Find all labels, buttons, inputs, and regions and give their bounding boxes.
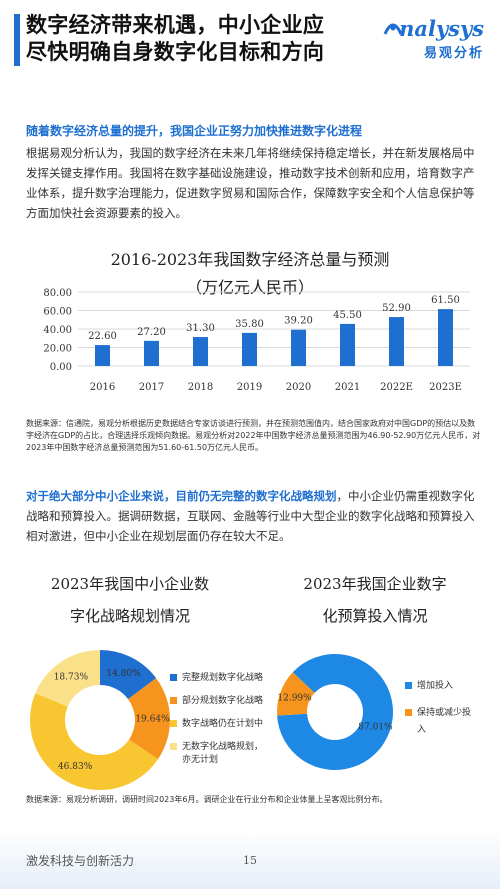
bar: [144, 340, 159, 366]
donut1-legend: 完整规划数字化战略 部分规划数字化战略 数字战略仍在计划中 无数字化战略规划， …: [170, 672, 263, 777]
bar: [291, 329, 306, 366]
x-tick-label: 2016: [90, 382, 115, 393]
legend-swatch: [170, 720, 177, 727]
y-tick-label: 60.00: [43, 307, 72, 318]
x-tick-label: 2021: [335, 382, 360, 393]
x-tick-label: 2023E: [429, 382, 462, 393]
page-title: 数字经济带来机遇，中小企业应 尽快明确自身数字化目标和方向: [26, 12, 386, 66]
donut2-chart: 87.01% 12.99%: [277, 654, 393, 770]
bar-value-label: 52.90: [382, 303, 411, 314]
x-tick-label: 2017: [139, 382, 164, 393]
y-tick-label: 20.00: [43, 344, 72, 355]
analysys-logo: nalysys 易观分析: [374, 14, 484, 61]
donut2-legend: 增加投入 保持或减少投 入: [405, 680, 471, 747]
legend-item-maintain: 保持或减少投: [405, 707, 471, 720]
donut1-title-line1: 2023年我国中小企业数: [50, 575, 210, 593]
donut-slice: [35, 650, 100, 707]
bar-chart-source: 数据来源：信通院，易观分析根据历史数据结合专家访谈进行预测，并在预测范围值内，结…: [26, 419, 481, 452]
bar-value-label: 22.60: [88, 331, 117, 342]
donut-value-label: 14.80%: [106, 669, 141, 679]
bar-value-label: 61.50: [431, 295, 460, 306]
donut1-chart: 14.80% 19.64% 46.83% 18.73%: [29, 650, 171, 790]
x-tick-label: 2019: [237, 382, 262, 393]
bar-value-label: 35.80: [235, 319, 264, 330]
bar: [193, 337, 208, 366]
donut1-title: 2023年我国中小企业数 字化战略规划情况: [20, 568, 240, 632]
bar: [242, 332, 257, 366]
legend-item-none: 无数字化战略规划，: [170, 741, 263, 754]
legend-swatch: [170, 743, 177, 750]
bar-chart: 0.00 20.00 40.00 60.00 80.00 22.60 2016 27.20 20…: [43, 288, 470, 393]
footer-slogan: 激发科技与创新活力: [26, 854, 135, 868]
donut-source: 数据来源：易观分析调研，调研时间2023年6月。调研企业在行业分布和企业体量上呈…: [26, 795, 388, 804]
donut-slice: [29, 693, 159, 790]
footer-background: [0, 829, 500, 889]
bar: [438, 309, 453, 366]
page-title-line2: 尽快明确自身数字化目标和方向: [26, 40, 325, 64]
donut-value-label: 18.73%: [54, 672, 89, 682]
legend-item-increase: 增加投入: [405, 680, 471, 693]
x-tick-label: 2020: [286, 382, 311, 393]
analysis-text: ，中小企业仍需重视数字化战略和预算投入。据调研数据，互联网、金融等行业中大型企业…: [26, 489, 475, 543]
intro-paragraph: 根据易观分析认为，我国的数字经济在未来几年将继续保持稳定增长，并在新发展格局中发…: [26, 146, 475, 220]
page-title-line1: 数字经济带来机遇，中小企业应: [26, 13, 325, 37]
donut-value-label: 12.99%: [277, 693, 312, 703]
legend-item-complete: 完整规划数字化战略: [170, 672, 263, 685]
donut2-title-line2: 化预算投入情况: [322, 607, 428, 625]
donut2-title-line1: 2023年我国企业数字: [303, 575, 447, 593]
x-tick-label: 2022E: [380, 382, 413, 393]
page-number: 15: [243, 854, 257, 867]
logo-chinese: 易观分析: [423, 46, 484, 61]
bar: [95, 345, 110, 366]
bar-value-label: 27.20: [137, 327, 166, 338]
x-tick-label: 2018: [188, 382, 213, 393]
legend-item-maintain-cont: 入: [417, 725, 427, 735]
legend-swatch: [405, 709, 412, 716]
bar: [340, 323, 355, 366]
analysis-paragraph: 对于绝大部分中小企业来说，目前仍无完整的数字化战略规划，中小企业仍需重视数字化战…: [26, 486, 482, 546]
donut-slice: [277, 672, 315, 716]
donut-slice: [128, 678, 171, 760]
donut1-title-line2: 字化战略规划情况: [69, 607, 190, 625]
bar: [389, 317, 404, 366]
donut-slice: [277, 654, 393, 770]
legend-item-partial: 部分规划数字化战略: [170, 695, 263, 708]
y-tick-label: 0.00: [50, 362, 72, 373]
bar-chart-title: 2016-2023年我国数字经济总量与预测: [110, 250, 390, 269]
bar-value-label: 39.20: [284, 316, 313, 327]
donut-slice: [100, 650, 157, 700]
y-tick-label: 80.00: [43, 288, 72, 299]
legend-swatch: [405, 682, 412, 689]
title-accent-bar: [14, 14, 20, 66]
bar-value-label: 45.50: [333, 310, 362, 321]
legend-swatch: [170, 697, 177, 704]
legend-item-none-cont: 亦无计划: [182, 755, 219, 765]
logo-text: nalysys: [399, 16, 484, 41]
section-heading: 随着数字经济总量的提升，我国企业正努力加快推进数字化进程: [26, 124, 363, 138]
legend-item-planning: 数字战略仍在计划中: [170, 718, 263, 731]
donut-value-label: 19.64%: [135, 715, 170, 725]
bar-value-label: 31.30: [186, 323, 215, 334]
y-tick-label: 40.00: [43, 325, 72, 336]
analysis-highlight: 对于绝大部分中小企业来说，目前仍无完整的数字化战略规划: [26, 489, 337, 503]
logo-mark-icon: [383, 23, 403, 35]
donut2-title: 2023年我国企业数字 化预算投入情况: [270, 568, 480, 632]
legend-swatch: [170, 674, 177, 681]
donut-value-label: 87.01%: [358, 723, 393, 733]
donut-value-label: 46.83%: [58, 762, 93, 772]
